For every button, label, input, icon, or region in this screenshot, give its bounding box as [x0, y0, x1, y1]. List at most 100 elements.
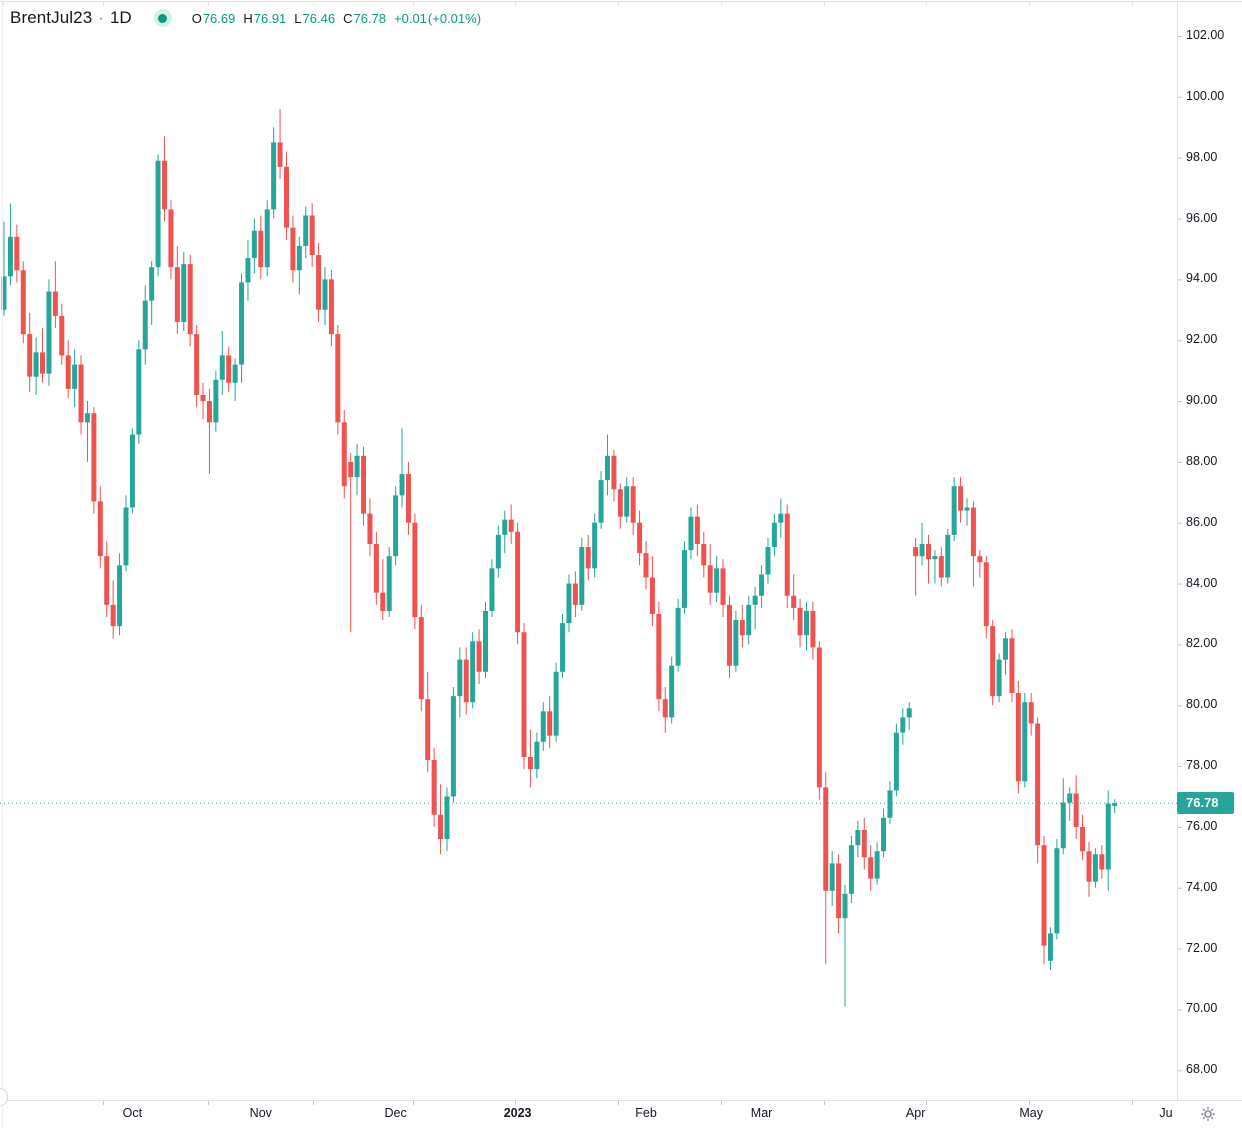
candle-up [534, 732, 540, 779]
candle-down [990, 620, 996, 706]
candle-down [425, 671, 431, 773]
time-axis-label-oct: Oct [122, 1106, 143, 1120]
candle-up [149, 261, 155, 325]
candle-down [341, 410, 347, 499]
candle-down [617, 483, 623, 529]
candle-down [958, 477, 964, 523]
candle-up [566, 574, 572, 633]
candle-down [380, 559, 386, 621]
candle-down [707, 544, 713, 605]
candle-up [470, 632, 476, 709]
timeframe-label[interactable]: 1D [109, 8, 132, 27]
candle-up [964, 498, 970, 526]
candle-down [309, 203, 315, 268]
time-axis-label-apr: Apr [905, 1106, 926, 1120]
symbol-title[interactable]: BrentJul23 [10, 8, 93, 27]
candle-down [52, 261, 58, 329]
ohlc-readout: O 76.69 H 76.91 L 76.46 C 76.78 +0.01 (+… [192, 11, 481, 26]
candle-down [438, 784, 444, 855]
candle-down [1086, 842, 1092, 897]
price-axis-label: 68.00 [1186, 1062, 1218, 1077]
candle-up [136, 340, 142, 444]
time-axis[interactable]: Oct Nov Dec 2023 Feb Mar Apr May Ju [0, 1100, 1242, 1128]
candle-up [123, 495, 129, 572]
candle-up [624, 477, 630, 523]
price-axis-label: 70.00 [1186, 1001, 1218, 1016]
candle-up [848, 836, 854, 903]
candle-down [258, 215, 264, 280]
candle-up [7, 203, 13, 286]
time-axis-label-dec: Dec [384, 1106, 407, 1120]
high-label: H [243, 10, 253, 26]
low-label: L [294, 10, 302, 26]
candle-up [560, 613, 566, 678]
candle-down [816, 641, 822, 800]
last-price-label[interactable]: 76.78 [1177, 792, 1234, 815]
candle-down [547, 696, 553, 748]
candle-up [855, 820, 861, 858]
price-axis-label: 80.00 [1186, 697, 1218, 712]
candle-down [476, 629, 482, 684]
candle-up [553, 662, 559, 742]
legend-separator: · [98, 8, 104, 27]
candle-up [303, 206, 309, 259]
candle-down [206, 388, 212, 475]
time-axis-label-nov: Nov [249, 1106, 272, 1120]
candle-up [1003, 632, 1009, 675]
candle-down [335, 324, 341, 435]
candle-up [951, 477, 957, 541]
candle-up [932, 550, 938, 584]
candle-up [1, 221, 7, 316]
time-axis-label-ju: Ju [1159, 1106, 1173, 1120]
candle-down [572, 571, 578, 618]
candle-down [1041, 836, 1047, 964]
candle-down [104, 540, 110, 618]
candle-up [322, 267, 328, 325]
candle-up [129, 428, 135, 514]
candle-up [245, 239, 251, 301]
candle-down [983, 556, 989, 639]
candle-down [720, 559, 726, 618]
candle-down [348, 452, 354, 633]
candle-up [181, 251, 187, 332]
chart-legend[interactable]: BrentJul23 · 1D O 76.69 H 76.91 L 76.46 … [10, 4, 481, 32]
candle-up [495, 525, 501, 578]
candle-down [78, 355, 84, 435]
price-axis-label: 82.00 [1186, 636, 1218, 651]
candle-down [1015, 680, 1021, 794]
candle-down [662, 686, 668, 733]
candle-down [977, 550, 983, 578]
candle-up [483, 601, 488, 678]
candle-down [463, 647, 469, 715]
candle-up [1092, 848, 1098, 888]
candle-down [836, 854, 842, 934]
candle-up [457, 647, 463, 718]
candle-down [925, 534, 931, 584]
candle-up [155, 154, 161, 277]
candle-up [1067, 787, 1073, 821]
candle-down [168, 200, 174, 280]
candle-down [418, 604, 424, 712]
low-value: 76.46 [302, 10, 336, 26]
candle-down [521, 623, 527, 770]
candle-up [675, 598, 681, 672]
candle-up [592, 513, 598, 578]
candle-down [91, 407, 97, 514]
candle-up [771, 513, 777, 557]
candle-down [1080, 814, 1086, 861]
candle-down [328, 270, 334, 347]
time-axis-label-feb: Feb [635, 1106, 657, 1120]
price-axis-label: 76.00 [1186, 818, 1218, 833]
candle-down [162, 136, 167, 222]
candle-up [893, 723, 899, 797]
price-axis[interactable]: 76.78 102.00 100.00 98.00 96.00 94.00 92.00 90… [1177, 0, 1242, 1100]
candle-down [515, 522, 521, 645]
price-axis-label: 74.00 [1186, 879, 1218, 894]
candle-down [611, 449, 617, 502]
candle-up [232, 358, 238, 402]
price-axis-label: 94.00 [1186, 271, 1218, 286]
candle-up [765, 537, 771, 584]
candle-down [913, 537, 919, 596]
axis-settings-button[interactable] [1199, 1105, 1217, 1123]
